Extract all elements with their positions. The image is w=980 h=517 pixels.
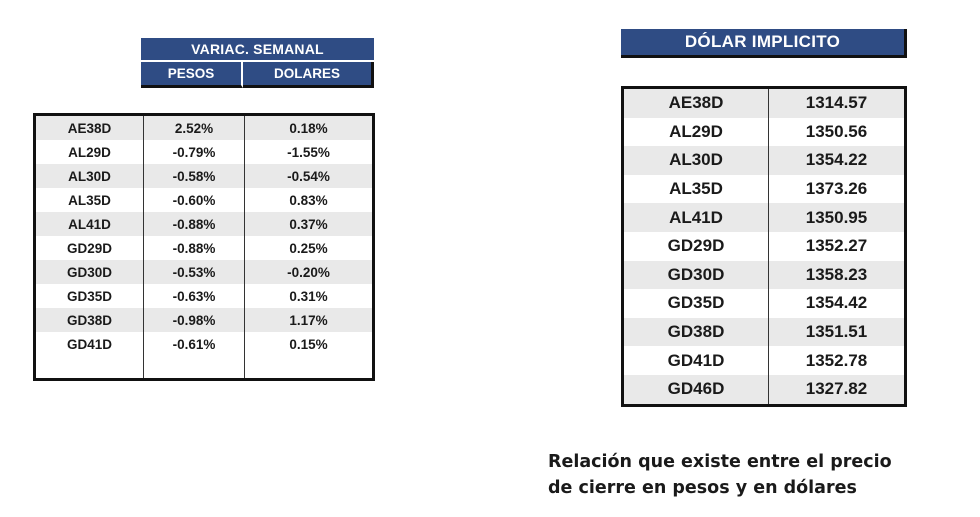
dolares-cell: 0.15%	[289, 336, 328, 352]
table-row: GD41D 1352.78	[624, 346, 904, 375]
dolares-cell: 0.31%	[289, 288, 328, 304]
valor-cell: 1327.82	[805, 379, 868, 399]
column-header-pesos: PESOS	[141, 62, 243, 88]
variacion-subheader: PESOS DOLARES	[141, 60, 374, 88]
ticker-cell: GD35D	[36, 284, 144, 308]
table-row: GD35D 1354.42	[624, 289, 904, 318]
ticker-cell: GD46D	[624, 374, 769, 404]
table-row: GD38D 1351.51	[624, 317, 904, 347]
ticker-cell: GD29D	[624, 231, 769, 261]
valor-cell: 1354.42	[805, 293, 868, 313]
pesos-cell: -0.98%	[144, 308, 245, 332]
table-row: AL41D -0.88% 0.37%	[36, 212, 372, 236]
table-row: GD41D -0.61% 0.15%	[36, 332, 372, 356]
ticker-cell: AL30D	[624, 146, 769, 175]
table-row: GD29D -0.88% 0.25%	[36, 236, 372, 260]
ticker-cell: AL29D	[36, 140, 144, 164]
table-row: AL30D -0.58% -0.54%	[36, 164, 372, 188]
valor-cell: 1314.57	[805, 93, 868, 113]
variacion-title: VARIAC. SEMANAL	[141, 38, 374, 60]
pesos-cell: -0.63%	[144, 284, 245, 308]
table-row: AE38D 1314.57	[624, 89, 904, 118]
variacion-table: AE38D 2.52% 0.18% AL29D -0.79% -1.55% AL30D -0.…	[33, 113, 375, 381]
valor-cell: 1350.56	[805, 121, 868, 141]
ticker-cell: GD30D	[36, 260, 144, 284]
ticker-cell: AL35D	[624, 174, 769, 204]
table-row: GD38D -0.98% 1.17%	[36, 308, 372, 332]
table-row: GD46D 1327.82	[624, 374, 904, 404]
pesos-cell: 2.52%	[144, 116, 245, 140]
ticker-cell: AE38D	[36, 116, 144, 140]
table-row: AL35D 1373.26	[624, 174, 904, 204]
dolares-cell: -1.55%	[287, 144, 330, 160]
pesos-cell: -0.60%	[144, 188, 245, 212]
table-row: AL29D 1350.56	[624, 117, 904, 147]
table-row: GD35D -0.63% 0.31%	[36, 284, 372, 308]
ticker-cell: GD41D	[624, 346, 769, 375]
caption: Relación que existe entre el precio de c…	[548, 449, 968, 501]
pesos-cell: -0.79%	[144, 140, 245, 164]
ticker-cell: GD41D	[36, 332, 144, 356]
table-row: AL35D -0.60% 0.83%	[36, 188, 372, 212]
valor-cell: 1358.23	[805, 264, 868, 284]
table-row: AL41D 1350.95	[624, 203, 904, 232]
pesos-cell: -0.61%	[144, 332, 245, 356]
caption-line-2: de cierre en pesos y en dólares	[548, 478, 857, 498]
table-row: GD29D 1352.27	[624, 231, 904, 261]
ticker-cell: GD38D	[624, 317, 769, 347]
caption-line-1: Relación que existe entre el precio	[548, 452, 892, 472]
ticker-cell: AL35D	[36, 188, 144, 212]
ticker-cell: GD35D	[624, 289, 769, 318]
valor-cell: 1373.26	[805, 179, 868, 199]
pesos-cell: -0.58%	[144, 164, 245, 188]
ticker-cell: AL29D	[624, 117, 769, 147]
table-row: AL30D 1354.22	[624, 146, 904, 175]
dolar-implicito-table: AE38D 1314.57 AL29D 1350.56 AL30D 1354.22 AL35…	[621, 86, 907, 407]
ticker-cell: GD30D	[624, 260, 769, 290]
dolares-cell: 1.17%	[289, 312, 328, 328]
dolares-cell: 0.18%	[289, 120, 328, 136]
dolares-cell: -0.20%	[287, 264, 330, 280]
valor-cell: 1352.27	[805, 236, 868, 256]
table-row: AL29D -0.79% -1.55%	[36, 140, 372, 164]
dolares-cell: 0.83%	[289, 192, 328, 208]
dolar-implicito-title: DÓLAR IMPLICITO	[621, 29, 907, 58]
valor-cell: 1350.95	[805, 207, 868, 227]
table-row: GD30D 1358.23	[624, 260, 904, 290]
ticker-cell: GD29D	[36, 236, 144, 260]
dolares-cell: -0.54%	[287, 168, 330, 184]
column-header-dolares: DOLARES	[243, 62, 374, 88]
pesos-cell: -0.88%	[144, 236, 245, 260]
dolares-cell: 0.37%	[289, 216, 328, 232]
empty-row	[36, 356, 372, 378]
variacion-header: VARIAC. SEMANAL PESOS DOLARES	[141, 38, 374, 88]
table-row: AE38D 2.52% 0.18%	[36, 116, 372, 140]
ticker-cell: AL30D	[36, 164, 144, 188]
dolares-cell: 0.25%	[289, 240, 328, 256]
valor-cell: 1351.51	[805, 322, 868, 342]
ticker-cell: AL41D	[36, 212, 144, 236]
pesos-cell: -0.88%	[144, 212, 245, 236]
table-row: GD30D -0.53% -0.20%	[36, 260, 372, 284]
valor-cell: 1354.22	[805, 150, 868, 170]
pesos-cell: -0.53%	[144, 260, 245, 284]
ticker-cell: GD38D	[36, 308, 144, 332]
valor-cell: 1352.78	[805, 350, 868, 370]
ticker-cell: AE38D	[624, 89, 769, 118]
ticker-cell: AL41D	[624, 203, 769, 232]
